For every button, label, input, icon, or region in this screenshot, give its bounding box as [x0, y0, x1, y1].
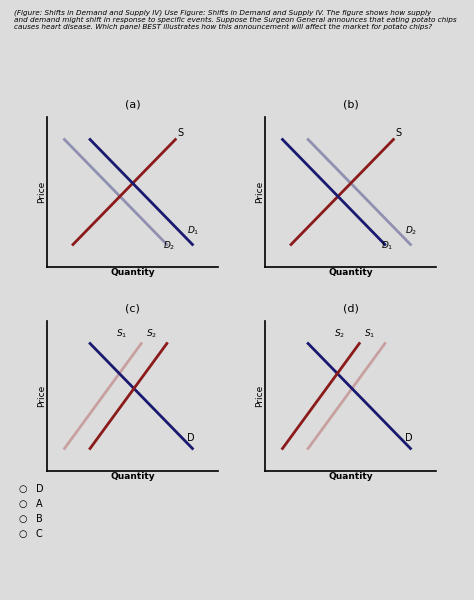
- Text: D: D: [36, 484, 43, 494]
- Text: ○: ○: [19, 499, 27, 509]
- Text: S: S: [395, 128, 401, 139]
- Text: D: D: [187, 433, 195, 443]
- Text: $D_2$: $D_2$: [164, 240, 176, 253]
- X-axis label: Quantity: Quantity: [110, 472, 155, 481]
- Text: C: C: [36, 529, 42, 539]
- Text: (a): (a): [125, 100, 140, 110]
- Text: $S_1$: $S_1$: [365, 327, 375, 340]
- Text: (b): (b): [343, 100, 359, 110]
- Text: $D_1$: $D_1$: [382, 240, 394, 253]
- Y-axis label: Price: Price: [37, 385, 46, 407]
- Text: B: B: [36, 514, 42, 524]
- Text: $D_2$: $D_2$: [405, 225, 418, 238]
- Text: $S_2$: $S_2$: [146, 327, 157, 340]
- X-axis label: Quantity: Quantity: [328, 268, 373, 277]
- X-axis label: Quantity: Quantity: [328, 472, 373, 481]
- Text: (d): (d): [343, 304, 359, 314]
- Text: ○: ○: [19, 484, 27, 494]
- Text: $D_1$: $D_1$: [187, 225, 200, 238]
- Text: D: D: [405, 433, 413, 443]
- Text: $S_1$: $S_1$: [116, 327, 127, 340]
- Text: ○: ○: [19, 514, 27, 524]
- Text: (Figure: Shifts in Demand and Supply IV) Use Figure: Shifts in Demand and Supply: (Figure: Shifts in Demand and Supply IV)…: [14, 9, 457, 30]
- Y-axis label: Price: Price: [255, 385, 264, 407]
- Y-axis label: Price: Price: [255, 181, 264, 203]
- Text: $S_2$: $S_2$: [334, 327, 345, 340]
- Text: A: A: [36, 499, 42, 509]
- Text: S: S: [177, 128, 183, 139]
- Text: ○: ○: [19, 529, 27, 539]
- X-axis label: Quantity: Quantity: [110, 268, 155, 277]
- Y-axis label: Price: Price: [37, 181, 46, 203]
- Text: (c): (c): [125, 304, 140, 314]
